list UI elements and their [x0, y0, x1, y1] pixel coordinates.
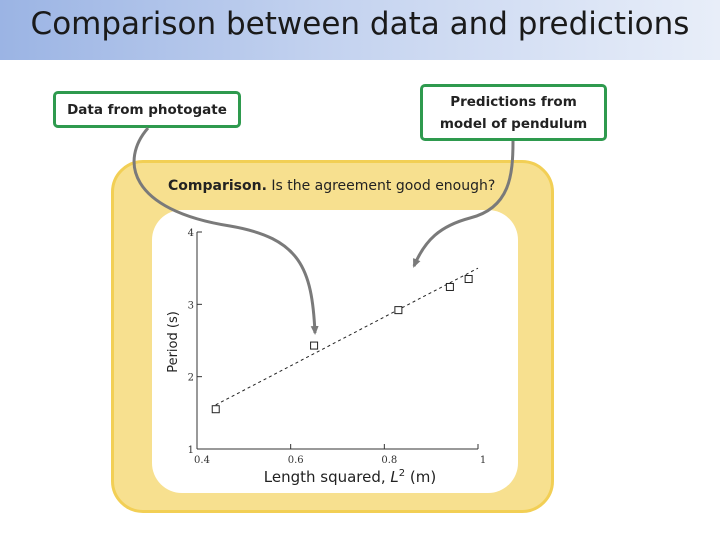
- y-tick-label: 3: [188, 300, 194, 311]
- comparison-text: Comparison. Is the agreement good enough…: [168, 178, 495, 194]
- slide-title: Comparison between data and predictions: [30, 6, 690, 42]
- x-tick-label: 0.4: [194, 455, 210, 466]
- data-point: [445, 282, 454, 291]
- x-axis-label: Length squared, L2 (m): [264, 468, 437, 486]
- data-point: [394, 306, 403, 315]
- callout-predictions-line1: Predictions from: [450, 93, 577, 110]
- data-point: [211, 405, 220, 414]
- x-tick-label: 1: [480, 455, 486, 466]
- title-bar: [0, 0, 720, 60]
- y-axis-label: Period (s): [166, 311, 181, 373]
- callout-data-label: Data from photogate: [67, 101, 227, 118]
- callout-predictions: Predictions from model of pendulum: [420, 84, 607, 141]
- callout-data: Data from photogate: [53, 91, 241, 128]
- comparison-question: Is the agreement good enough?: [266, 178, 496, 194]
- y-tick-label: 4: [188, 228, 194, 239]
- x-tick-label: 0.8: [381, 455, 397, 466]
- comparison-bold: Comparison.: [168, 178, 267, 194]
- x-tick-label: 0.6: [288, 455, 304, 466]
- fit-line: [215, 267, 479, 406]
- y-tick-label: 2: [188, 373, 194, 384]
- data-point: [310, 341, 319, 350]
- data-point: [464, 275, 473, 284]
- y-tick-label: 1: [188, 445, 194, 456]
- arrow-prediction-to-line: [412, 140, 515, 268]
- plot-background: [152, 210, 518, 493]
- callout-predictions-line2: model of pendulum: [439, 115, 588, 132]
- arrow-data-to-point: [132, 127, 319, 335]
